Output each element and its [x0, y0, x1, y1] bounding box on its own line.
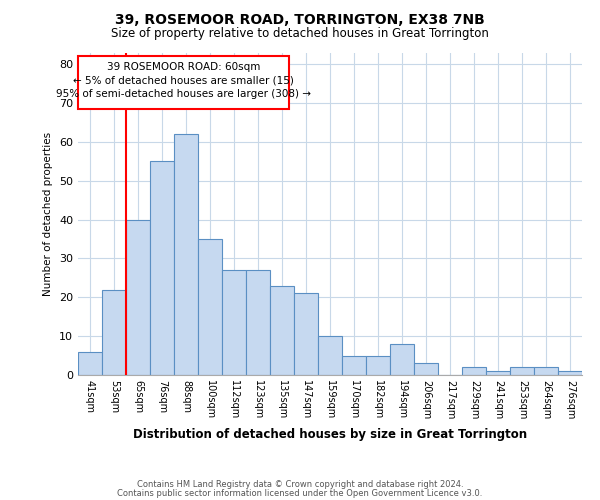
Bar — [510, 367, 534, 375]
Text: ← 5% of detached houses are smaller (15): ← 5% of detached houses are smaller (15) — [73, 76, 294, 86]
Bar — [366, 356, 390, 375]
Bar — [414, 364, 438, 375]
Bar — [318, 336, 342, 375]
Bar — [486, 371, 510, 375]
Y-axis label: Number of detached properties: Number of detached properties — [43, 132, 53, 296]
Bar — [390, 344, 414, 375]
Bar — [126, 220, 150, 375]
Bar — [102, 290, 126, 375]
Bar — [246, 270, 270, 375]
Text: Size of property relative to detached houses in Great Torrington: Size of property relative to detached ho… — [111, 28, 489, 40]
Bar — [534, 367, 558, 375]
Text: 95% of semi-detached houses are larger (308) →: 95% of semi-detached houses are larger (… — [56, 90, 311, 100]
Bar — [462, 367, 486, 375]
Bar — [342, 356, 366, 375]
Text: 39, ROSEMOOR ROAD, TORRINGTON, EX38 7NB: 39, ROSEMOOR ROAD, TORRINGTON, EX38 7NB — [115, 12, 485, 26]
Bar — [150, 162, 174, 375]
Bar — [294, 294, 318, 375]
Bar — [78, 352, 102, 375]
Bar — [558, 371, 582, 375]
X-axis label: Distribution of detached houses by size in Great Torrington: Distribution of detached houses by size … — [133, 428, 527, 440]
Text: Contains HM Land Registry data © Crown copyright and database right 2024.: Contains HM Land Registry data © Crown c… — [137, 480, 463, 489]
Text: Contains public sector information licensed under the Open Government Licence v3: Contains public sector information licen… — [118, 488, 482, 498]
Bar — [198, 239, 222, 375]
Bar — [222, 270, 246, 375]
Bar — [174, 134, 198, 375]
Text: 39 ROSEMOOR ROAD: 60sqm: 39 ROSEMOOR ROAD: 60sqm — [107, 62, 260, 72]
Bar — [270, 286, 294, 375]
FancyBboxPatch shape — [78, 56, 289, 109]
